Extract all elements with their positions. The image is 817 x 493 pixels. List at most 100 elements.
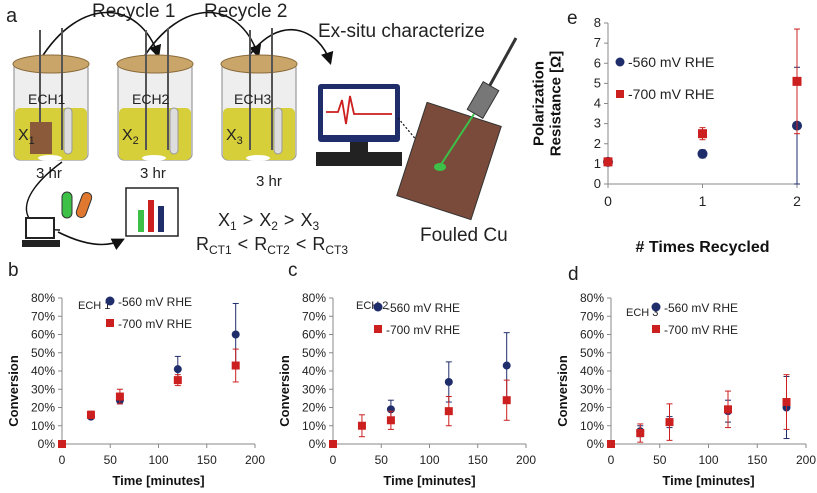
recycle-2-label: Recycle 2 (204, 1, 287, 22)
cell-name: ECH3 (234, 91, 272, 107)
chart-c: c 0% 10% 20% 30% 40% 50% 60% 70% 80% 0 50 100 150 200 T… (277, 260, 536, 488)
legend-label: -700 mV RHE (386, 323, 460, 337)
bar-chart-icon (125, 187, 179, 237)
y-axis-title: Conversion (277, 355, 292, 427)
legend-label: -700 mV RHE (664, 323, 738, 337)
x-tick-label: 150 (197, 453, 217, 467)
y-tick-label: 0% (587, 437, 605, 451)
data-point-square (173, 376, 182, 385)
panel-label-d: d (568, 264, 579, 285)
to-results-arrow (57, 231, 125, 251)
x-tick-label: 150 (747, 453, 767, 467)
y-axis-title: Conversion (6, 355, 21, 427)
y-tick-label: 7 (594, 35, 601, 50)
data-point-square (329, 440, 337, 448)
x-tick-label: 150 (468, 453, 488, 467)
recycle-1-label: Recycle 1 (92, 1, 175, 22)
legend-label: -560 mV RHE (386, 301, 460, 315)
ech-cell-1: ECH1 X1 3 hr (12, 28, 90, 182)
legend-label: -700 mV RHE (118, 317, 192, 331)
panel-label-a: a (6, 5, 18, 27)
y-tick-label: 20% (580, 401, 604, 415)
x-tick-label: 50 (653, 453, 667, 467)
x-axis-title: # Times Recycled (635, 239, 769, 256)
x-axis-title: Time [minutes] (383, 473, 475, 488)
legend-label: -560 mV RHE (628, 54, 714, 70)
computer-icon (22, 217, 60, 247)
x-axis-title: Time [minutes] (112, 473, 204, 488)
y-tick-label: 5 (594, 75, 601, 90)
y-tick-label: 30% (31, 382, 55, 396)
y-tick-label: 40% (580, 364, 604, 378)
y-tick-label: 80% (31, 291, 55, 305)
y-tick-label: 0% (309, 437, 327, 451)
legend-marker (373, 302, 383, 312)
y-tick-label: 60% (302, 328, 326, 342)
data-point-circle (502, 361, 511, 370)
y-tick-label: 60% (31, 328, 55, 342)
x-tick-label: 50 (375, 453, 389, 467)
legend-label: -560 mV RHE (118, 295, 192, 309)
recycle-1-arrow (39, 11, 162, 61)
svg-text:X1: X1 (18, 127, 35, 147)
panel-label-e: e (567, 8, 578, 29)
cell-time: 3 hr (256, 173, 282, 190)
exsitu-label: Ex-situ characterize (318, 21, 485, 42)
panel-a: a Recycle 1 Recycle 2 Ex-situ characteri… (6, 1, 518, 257)
y-tick-label: 40% (302, 364, 326, 378)
data-point-square (607, 440, 615, 448)
probe-icon (439, 37, 518, 167)
y-tick-label: 0 (594, 176, 601, 191)
data-point-square (665, 418, 674, 427)
cell-x-var: X (226, 127, 237, 144)
inset-label: ECH 3 (626, 307, 658, 319)
data-point-square (636, 429, 645, 438)
cell-time: 3 hr (36, 165, 62, 182)
exsitu-arrow (245, 28, 334, 66)
cell-x-var: X (18, 127, 29, 144)
x-tick-label: 50 (104, 453, 118, 467)
cell-name: ECH1 (28, 91, 66, 107)
fouled-cu-label: Fouled Cu (420, 225, 508, 246)
y-tick-label: 6 (594, 55, 601, 70)
data-point-square (58, 440, 66, 448)
inset-label: ECH 1 (78, 300, 110, 312)
ech-cell-3: ECH3 X3 3 hr (220, 28, 298, 190)
x-axis-title: Time [minutes] (662, 473, 754, 488)
legend-marker (374, 325, 382, 333)
legend-marker (616, 90, 624, 98)
x-tick-label: 0 (608, 453, 615, 467)
cell-x-sub: 3 (237, 135, 243, 147)
y-tick-label: 30% (580, 382, 604, 396)
inset-label: ECH 2 (356, 300, 388, 312)
data-point-square (698, 129, 707, 139)
conversion-inequality: X1 > X2 > X3 (218, 210, 319, 233)
y-tick-label: 10% (302, 419, 326, 433)
x-tick-label: 0 (330, 453, 337, 467)
cell-name: ECH2 (132, 91, 170, 107)
y-tick-label: 70% (580, 309, 604, 323)
data-point-square (782, 398, 791, 407)
y-tick-label: 10% (31, 419, 55, 433)
panel-label-c: c (288, 260, 298, 281)
y-tick-label: 80% (580, 291, 604, 305)
y-tick-label: 50% (580, 346, 604, 360)
y-tick-label: 70% (31, 309, 55, 323)
x-tick-label: 100 (698, 453, 718, 467)
y-tick-label: 10% (580, 419, 604, 433)
cell-x-sub: 2 (133, 135, 139, 147)
y-tick-label: 8 (594, 15, 601, 30)
x-tick-label: 200 (516, 453, 536, 467)
chart-e: e 0 1 2 3 4 5 6 7 8 0 1 2 # Times Recycled Polarizatio… (531, 8, 802, 256)
legend-label: -700 mV RHE (628, 86, 714, 102)
x-tick-label: 200 (796, 453, 816, 467)
data-point-square (115, 392, 124, 401)
y-axis-title: Polarization (531, 61, 548, 146)
chart-b: b 0% 10% 20% 30% 40% 50% 60% 70% 80% 0 50 100 150 200 T… (6, 260, 265, 488)
data-point-circle (173, 365, 182, 374)
y-tick-label: 30% (302, 382, 326, 396)
x-tick-label: 0 (59, 453, 66, 467)
cell-x-sub: 1 (29, 135, 35, 147)
y-tick-label: 3 (594, 116, 601, 131)
